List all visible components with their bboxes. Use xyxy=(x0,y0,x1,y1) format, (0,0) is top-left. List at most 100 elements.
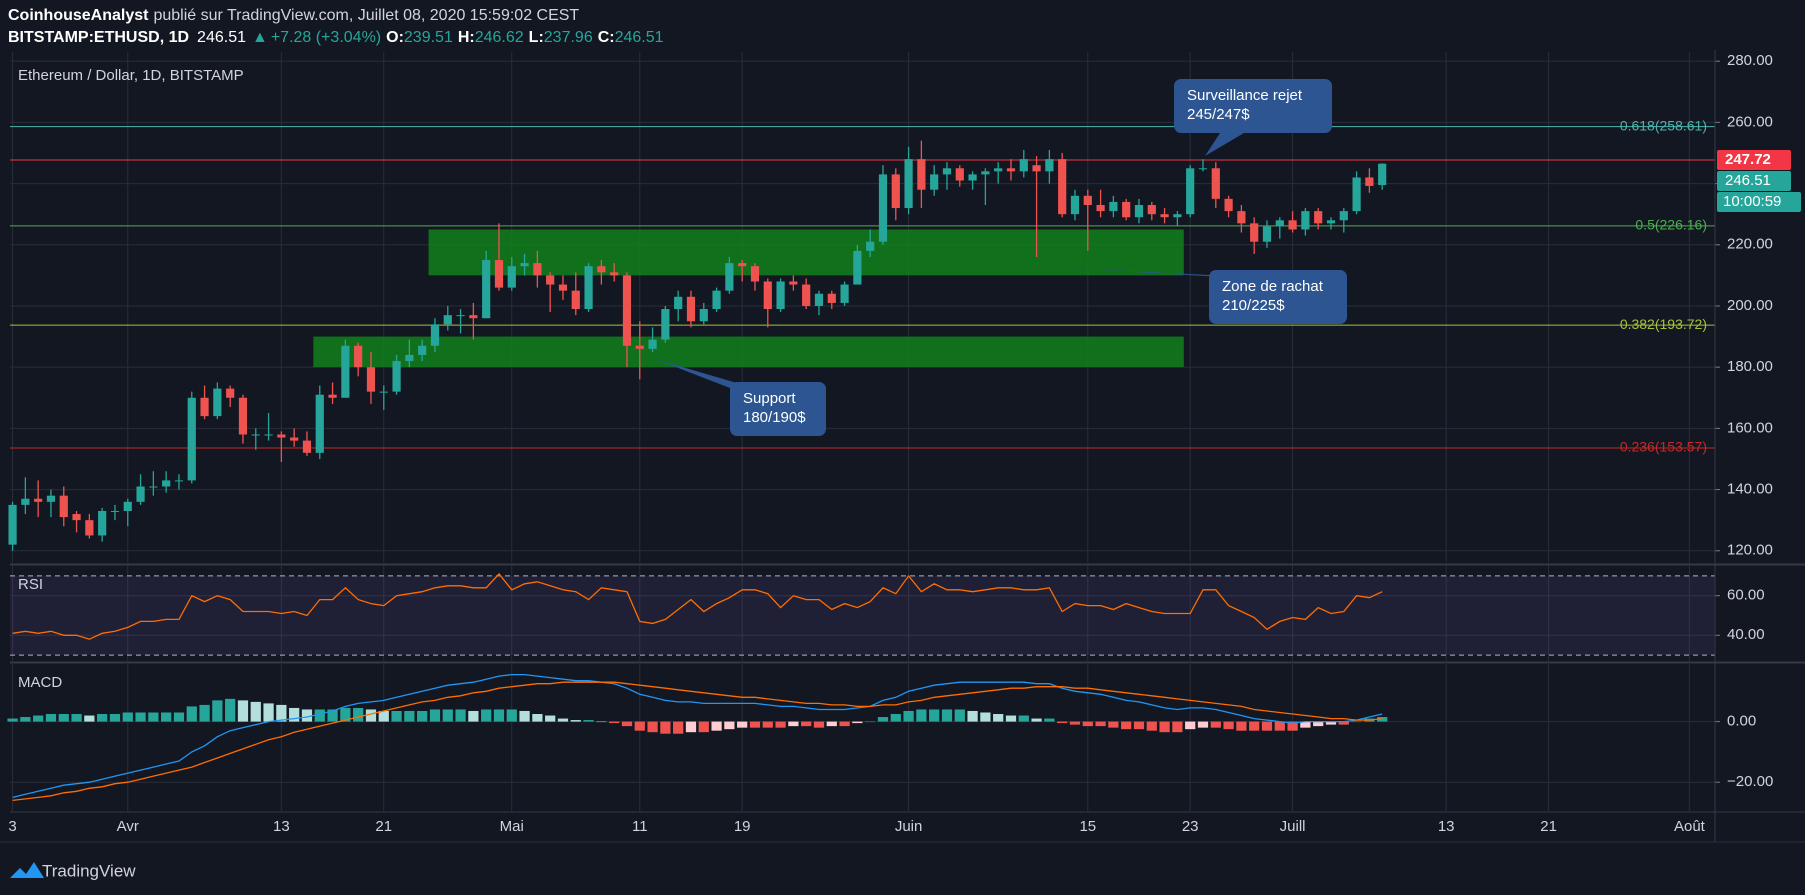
candle-body xyxy=(1339,211,1348,221)
candle-body xyxy=(520,263,529,267)
brand-logo xyxy=(10,862,44,878)
histogram-bar xyxy=(903,710,914,722)
histogram-bar xyxy=(634,721,645,731)
histogram-bar xyxy=(570,720,581,722)
y-tick-label: 40.00 xyxy=(1727,626,1765,643)
candle-body xyxy=(674,296,683,310)
candle-body xyxy=(558,284,568,291)
candle-body xyxy=(942,168,952,175)
candle-body xyxy=(187,397,196,481)
x-tick-label: 3 xyxy=(8,818,16,835)
candle-body xyxy=(1250,223,1259,242)
histogram-bar xyxy=(698,721,709,733)
zone xyxy=(313,336,1184,368)
candle-body xyxy=(802,284,811,306)
low: 237.96 xyxy=(544,29,593,46)
candle-body xyxy=(955,168,964,181)
histogram-bar xyxy=(314,709,325,722)
candle-body xyxy=(1262,226,1272,242)
histogram-bar xyxy=(519,710,530,722)
callout-pointer xyxy=(655,359,754,388)
histogram-bar xyxy=(660,721,671,734)
histogram-bar xyxy=(1325,721,1337,725)
histogram-bar xyxy=(621,721,633,727)
histogram-bar xyxy=(1095,721,1106,727)
rsi-band xyxy=(10,575,1715,656)
candle-body xyxy=(174,480,184,482)
candle-body xyxy=(546,275,555,285)
candle-body xyxy=(46,495,56,502)
candle-body xyxy=(379,391,388,393)
marks xyxy=(7,140,1388,802)
candle-body xyxy=(392,361,401,392)
histogram-bar xyxy=(596,721,607,723)
histogram-bar xyxy=(1351,721,1362,723)
candle-body xyxy=(1198,168,1208,170)
candle-body xyxy=(1096,204,1105,212)
callout-pointer xyxy=(1065,268,1229,276)
candle-body xyxy=(584,266,593,310)
histogram-bar xyxy=(1338,721,1349,725)
x-tick-label: Mai xyxy=(500,818,524,835)
histogram-bar xyxy=(1133,721,1145,730)
histogram-bar xyxy=(442,709,453,722)
candle-body xyxy=(1173,214,1182,218)
x-tick-label: 11 xyxy=(632,818,648,835)
candle-body xyxy=(430,324,440,346)
histogram-bar xyxy=(378,710,389,722)
symbol-line: BITSTAMP:ETHUSD, 1D 246.51 ▲ +7.28 (+3.04%)… xyxy=(8,29,664,46)
x-tick-label: Août xyxy=(1674,818,1706,835)
histogram-bar xyxy=(135,712,146,722)
histogram-bar xyxy=(1121,721,1132,730)
histogram-bar xyxy=(506,709,517,722)
histogram-bar xyxy=(33,715,44,722)
published: publié sur TradingView.com, Juillet 08, … xyxy=(153,7,579,24)
histogram-bar xyxy=(1313,721,1324,727)
histogram-bar xyxy=(801,721,812,727)
candle-body xyxy=(72,514,81,521)
histogram-bar xyxy=(1236,721,1247,731)
x-tick-label: 21 xyxy=(375,818,392,835)
candle-body xyxy=(725,263,734,291)
candle-body xyxy=(443,315,452,325)
y-tick-label: 260.00 xyxy=(1727,113,1773,130)
callout-box xyxy=(1209,270,1347,324)
histogram-bar xyxy=(7,718,18,722)
candle-body xyxy=(840,284,849,303)
candle-body xyxy=(853,250,862,285)
histogram-bar xyxy=(788,721,799,727)
candle-body xyxy=(712,290,721,310)
histogram-bar xyxy=(583,720,594,722)
last-price-box xyxy=(1717,170,1791,191)
candle-body xyxy=(1058,159,1067,215)
histogram-bar xyxy=(481,709,492,722)
histogram-bar xyxy=(148,712,159,722)
price-line-box xyxy=(1717,149,1791,170)
candle-body xyxy=(1134,204,1144,218)
histogram-bar xyxy=(263,703,274,722)
pane-title: Ethereum / Dollar, 1D, BITSTAMP xyxy=(18,67,244,84)
candle-body xyxy=(110,510,120,512)
histogram-bar xyxy=(212,700,223,722)
x-tick-label: Juill xyxy=(1280,818,1306,835)
histogram-bar xyxy=(1018,715,1029,722)
histogram-bar xyxy=(276,704,287,722)
candle-body xyxy=(814,293,824,306)
callout-text: Support xyxy=(743,390,796,407)
candle-body xyxy=(238,397,248,435)
y-tick-label: 0.00 xyxy=(1727,713,1756,730)
fib-label: 0.382(193.72) xyxy=(1620,316,1707,332)
x-tick-label: 19 xyxy=(734,818,751,835)
candle-body xyxy=(1070,195,1080,215)
candle-body xyxy=(85,520,94,536)
histogram-bar xyxy=(865,721,876,723)
candle-body xyxy=(200,397,209,417)
callout-text: 210/225$ xyxy=(1222,297,1285,314)
histogram-bar xyxy=(340,707,351,722)
candle-body xyxy=(789,281,798,285)
candle-body xyxy=(1314,211,1323,224)
candle-body xyxy=(686,296,696,322)
candle-body xyxy=(699,309,708,322)
histogram-bar xyxy=(532,714,543,722)
histogram-bar xyxy=(1223,721,1234,730)
